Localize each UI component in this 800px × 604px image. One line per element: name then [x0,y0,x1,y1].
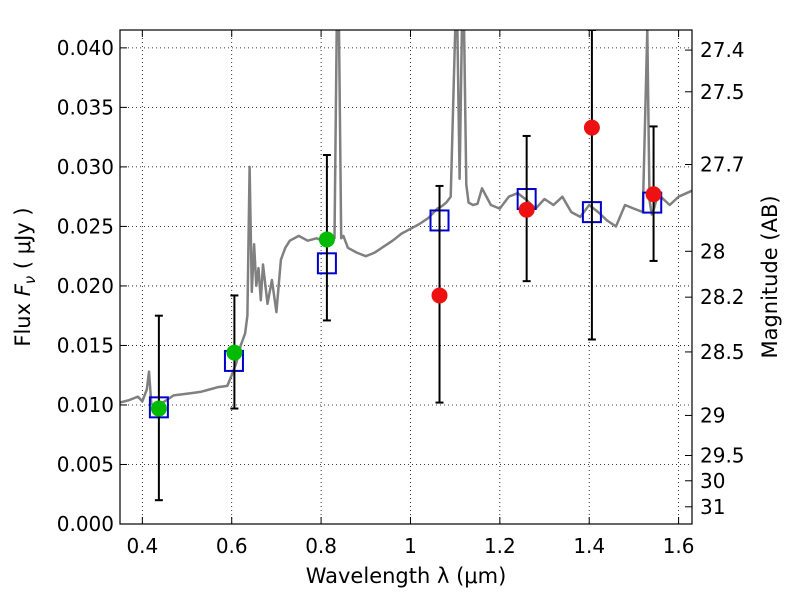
x-tick-label: 1 [404,534,417,558]
x-axis-label: Wavelength λ (μm) [306,564,507,588]
points-layer [150,119,662,417]
nir-point [645,186,662,203]
plot-frame [119,29,693,525]
y-axis-label-unit: ( μJy ) [11,207,35,275]
y-tick-label: 0.030 [57,155,114,179]
y-tick-label: 0.035 [57,95,114,119]
y-axis-label-prefix: Flux [11,296,35,346]
nir-point [431,287,448,304]
nir-point [583,119,600,136]
y-axis-label: Flux Fν ( μJy ) [11,207,39,346]
spectrum-line [120,30,692,408]
y2-tick-label: 30 [700,469,725,493]
model-layer [148,188,663,419]
y-tick-label: 0.010 [57,393,114,417]
y-tick-label: 0.025 [57,214,114,238]
x-tick-label: 1.2 [484,534,516,558]
y-tick-label: 0.005 [57,452,114,476]
y2-tick-label: 31 [700,495,725,519]
y2-tick-label: 29.5 [700,443,745,467]
x-tick-label: 0.8 [305,534,337,558]
y2-tick-label: 28 [700,239,725,263]
y2-tick-label: 29 [700,403,725,427]
optical-point [318,231,335,248]
optical-point [226,344,243,361]
y-tick-label: 0.015 [57,333,114,357]
y2-tick-label: 27.7 [700,152,745,176]
x-tick-label: 1.4 [573,534,605,558]
x-tick-label: 0.4 [126,534,158,558]
y2-tick-label: 28.2 [700,285,745,309]
spectrum-layer [120,30,692,408]
optical-point [150,400,167,417]
x-tick-label: 0.6 [216,534,248,558]
y-tick-label: 0.000 [57,512,114,536]
y2-tick-label: 28.5 [700,340,745,364]
y-tick-label: 0.020 [57,274,114,298]
errorbar-layer [154,30,658,502]
y2-axis-label: Magnitude (AB) [758,195,782,358]
grid-lines [120,30,692,525]
axis-ticks: 0.4 0.6 0.8 1 1.2 1.4 1.6 0.000 0.005 0.010 0.015 0… [57,30,745,558]
y2-tick-label: 27.4 [700,38,745,62]
x-tick-label: 1.6 [663,534,695,558]
y-axis-label-symbol: F [11,283,35,296]
nir-point [518,201,535,218]
y-tick-label: 0.040 [57,36,114,60]
y2-tick-label: 27.5 [700,80,745,104]
y-axis-label-subscript: ν [21,276,39,284]
